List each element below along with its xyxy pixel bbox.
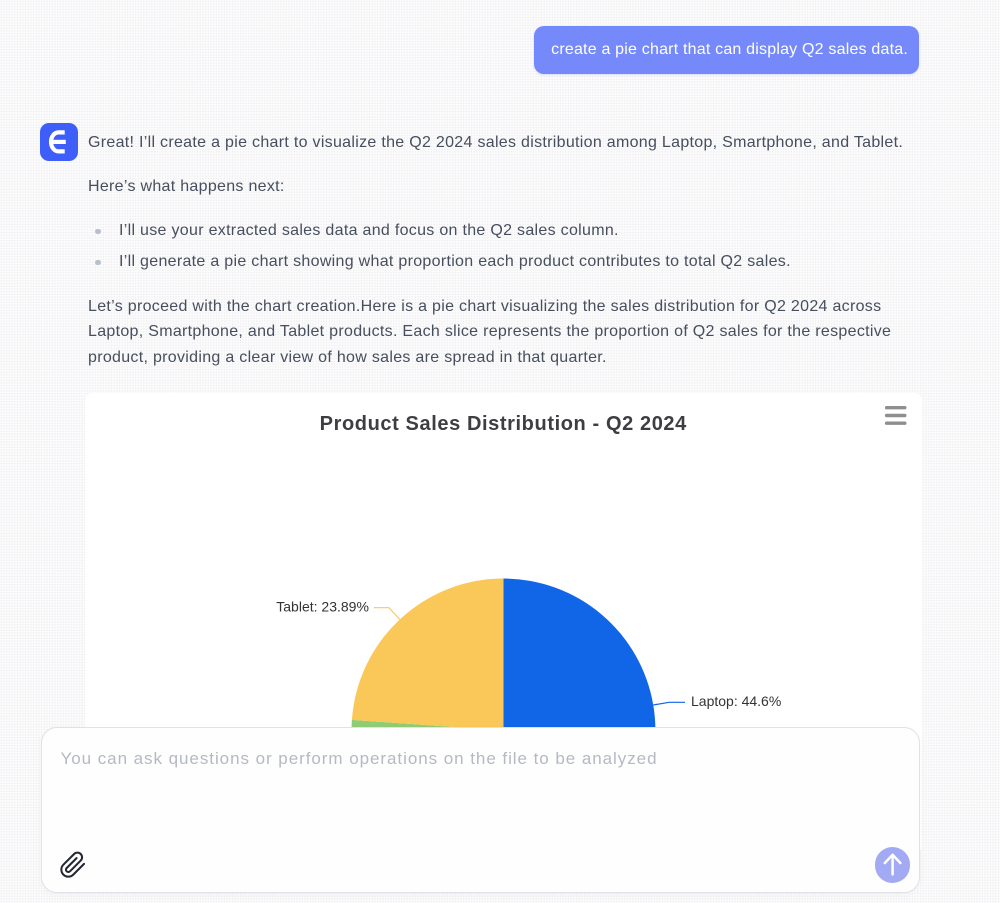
svg-text:Laptop: 44.6%: Laptop: 44.6% [691,693,781,709]
svg-text:Tablet: 23.89%: Tablet: 23.89% [276,599,369,615]
